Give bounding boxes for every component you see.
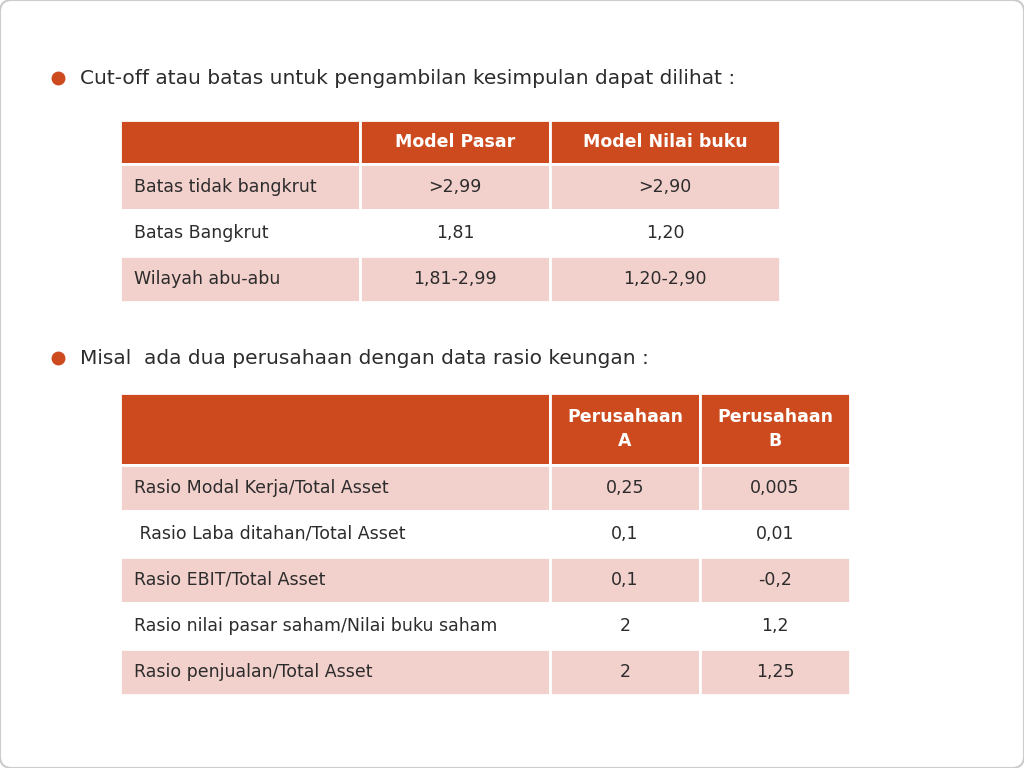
Bar [120,465,550,511]
Text: 1,20-2,90: 1,20-2,90 [624,270,707,288]
Bar [120,164,360,210]
Text: 1,81-2,99: 1,81-2,99 [414,270,497,288]
Text: 2: 2 [620,663,631,681]
Bar [120,120,360,164]
Bar [120,511,550,557]
Text: 1,20: 1,20 [646,224,684,242]
Bar [700,603,850,649]
Bar [120,393,550,465]
Bar [120,210,360,256]
Text: 1,2: 1,2 [761,617,788,635]
Text: Batas Bangkrut: Batas Bangkrut [134,224,268,242]
Bar [550,256,780,302]
Bar [360,120,550,164]
Text: Perusahaan
A: Perusahaan A [567,408,683,451]
Bar [550,164,780,210]
Text: Rasio nilai pasar saham/Nilai buku saham: Rasio nilai pasar saham/Nilai buku saham [134,617,498,635]
Text: Rasio EBIT/Total Asset: Rasio EBIT/Total Asset [134,571,326,589]
Bar [550,557,700,603]
Text: 0,25: 0,25 [606,479,644,497]
Bar [360,210,550,256]
Bar [550,210,780,256]
Bar [550,603,700,649]
Text: Cut-off atau batas untuk pengambilan kesimpulan dapat dilihat :: Cut-off atau batas untuk pengambilan kes… [80,68,735,88]
Text: >2,90: >2,90 [638,178,691,196]
Text: 1,25: 1,25 [756,663,795,681]
Bar [700,393,850,465]
Bar [700,465,850,511]
Text: Rasio Modal Kerja/Total Asset: Rasio Modal Kerja/Total Asset [134,479,389,497]
Bar [550,465,700,511]
Text: -0,2: -0,2 [758,571,792,589]
Bar [550,120,780,164]
Bar [360,256,550,302]
Bar [360,164,550,210]
Bar [700,649,850,695]
Text: Perusahaan
B: Perusahaan B [717,408,833,451]
Text: 1,81: 1,81 [436,224,474,242]
Bar [700,557,850,603]
Text: Rasio Laba ditahan/Total Asset: Rasio Laba ditahan/Total Asset [134,525,406,543]
Text: 2: 2 [620,617,631,635]
Text: Misal  ada dua perusahaan dengan data rasio keungan :: Misal ada dua perusahaan dengan data ras… [80,349,649,368]
Text: Batas tidak bangkrut: Batas tidak bangkrut [134,178,316,196]
Text: 0,005: 0,005 [751,479,800,497]
Bar [550,649,700,695]
Bar [700,511,850,557]
Bar [120,557,550,603]
Bar [550,511,700,557]
Text: Wilayah abu-abu: Wilayah abu-abu [134,270,281,288]
Text: Model Nilai buku: Model Nilai buku [583,133,748,151]
Bar [120,649,550,695]
Bar [120,256,360,302]
Bar [550,393,700,465]
Text: 0,1: 0,1 [611,571,639,589]
Text: Model Pasar: Model Pasar [395,133,515,151]
Bar [120,603,550,649]
Text: Rasio penjualan/Total Asset: Rasio penjualan/Total Asset [134,663,373,681]
Text: 0,01: 0,01 [756,525,795,543]
Text: 0,1: 0,1 [611,525,639,543]
Text: >2,99: >2,99 [428,178,481,196]
